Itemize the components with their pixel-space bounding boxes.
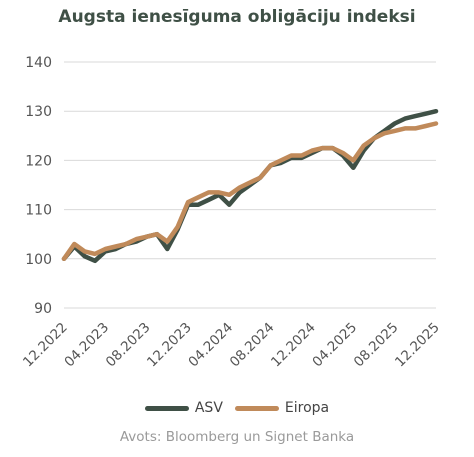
- y-axis-ticks: 90 100 110 120 130 140: [25, 55, 52, 317]
- x-tick-label: 08.2023: [103, 320, 154, 371]
- series-line-eiropa: [61, 121, 439, 262]
- x-axis-ticks: 12.202204.202308.202312.202304.202408.20…: [20, 320, 443, 371]
- y-tick-label: 90: [34, 301, 52, 317]
- x-tick-label: 08.2024: [227, 320, 278, 371]
- x-tick-label: 04.2024: [185, 320, 236, 371]
- legend-swatch-eiropa: [234, 405, 279, 411]
- legend-label-eiropa: Eiropa: [284, 400, 330, 416]
- y-tick-label: 110: [25, 203, 52, 219]
- y-gridlines: [64, 61, 436, 309]
- chart-title: Augsta ienesīguma obligāciju indeksi: [58, 7, 416, 27]
- x-tick-label: 04.2025: [309, 320, 360, 371]
- legend-label-asv: ASV: [194, 400, 223, 416]
- y-tick-label: 100: [25, 252, 52, 268]
- y-tick-label: 130: [25, 104, 52, 120]
- source-note: Avots: Bloomberg un Signet Banka: [119, 429, 355, 445]
- y-tick-label: 140: [25, 55, 52, 71]
- series-lines: [61, 108, 439, 264]
- legend: ASV Eiropa: [0, 400, 474, 416]
- legend-item-eiropa: Eiropa: [234, 400, 330, 416]
- y-tick-label: 120: [25, 153, 52, 169]
- legend-item-asv: ASV: [144, 400, 223, 416]
- x-tick-label: 04.2023: [61, 320, 112, 371]
- x-tick-label: 08.2025: [351, 320, 402, 371]
- x-tick-label: 12.2022: [20, 320, 71, 371]
- legend-swatch-asv: [144, 405, 189, 411]
- x-tick-label: 12.2025: [392, 320, 443, 371]
- x-tick-label: 12.2023: [144, 320, 195, 371]
- x-tick-label: 12.2024: [268, 320, 319, 371]
